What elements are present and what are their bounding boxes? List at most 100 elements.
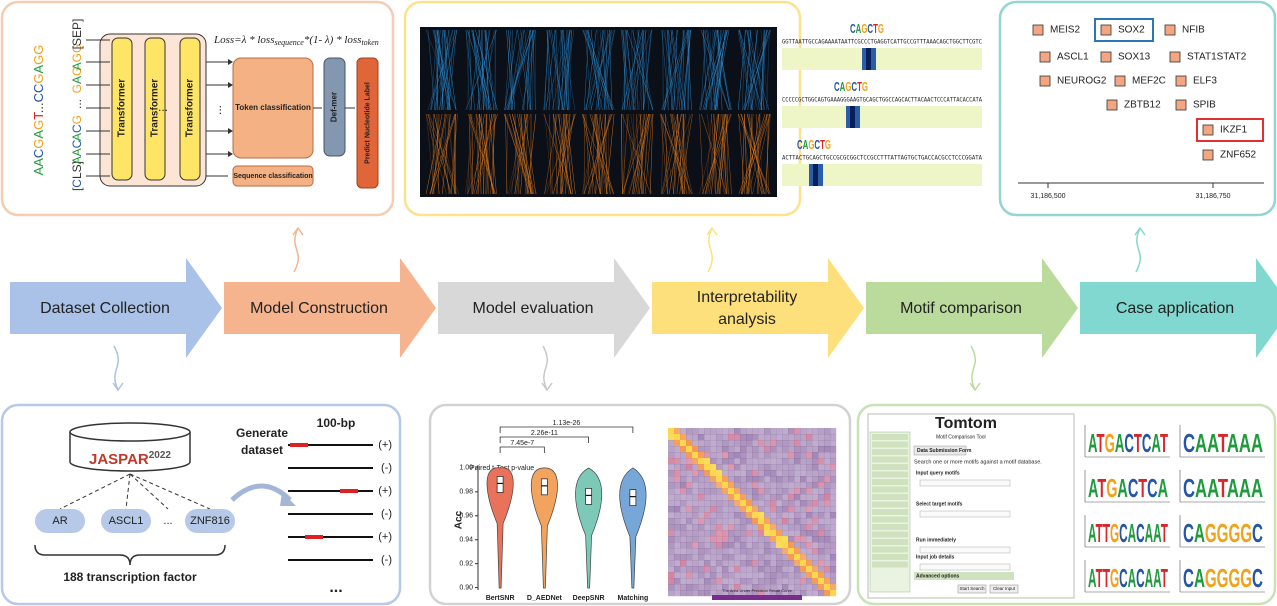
heat-cell bbox=[758, 524, 764, 530]
form-section: Run immediately bbox=[916, 537, 956, 543]
box bbox=[630, 490, 636, 506]
heat-cell bbox=[812, 446, 818, 452]
heat-cell bbox=[758, 566, 764, 572]
heat-cell bbox=[806, 554, 812, 560]
heat-cell bbox=[698, 572, 704, 578]
heat-cell bbox=[818, 536, 824, 542]
heat-cell bbox=[680, 476, 686, 482]
gene-marker bbox=[1040, 76, 1050, 86]
heat-cell bbox=[710, 506, 716, 512]
heat-cell bbox=[716, 434, 722, 440]
gene-marker bbox=[1115, 76, 1125, 86]
heat-cell bbox=[818, 452, 824, 458]
heat-cell bbox=[800, 446, 806, 452]
heat-cell bbox=[674, 554, 680, 560]
heat-cell bbox=[674, 566, 680, 572]
generate-label: dataset bbox=[241, 443, 283, 457]
heat-cell bbox=[704, 506, 710, 512]
heat-cell bbox=[788, 560, 794, 566]
heat-cell bbox=[776, 458, 782, 464]
heat-cell bbox=[722, 560, 728, 566]
heat-cell bbox=[764, 530, 770, 536]
heat-cell bbox=[686, 572, 692, 578]
sidebar-item bbox=[872, 472, 908, 478]
heat-cell bbox=[764, 542, 770, 548]
heat-cell bbox=[788, 482, 794, 488]
heat-cell bbox=[806, 548, 812, 554]
heat-cell bbox=[728, 524, 734, 530]
heat-cell bbox=[734, 512, 740, 518]
heat-cell bbox=[734, 428, 740, 434]
heat-cell bbox=[776, 566, 782, 572]
heat-cell bbox=[692, 524, 698, 530]
heat-cell bbox=[818, 518, 824, 524]
heat-cell bbox=[752, 500, 758, 506]
heat-cell bbox=[812, 524, 818, 530]
heat-cell bbox=[710, 536, 716, 542]
heat-cell bbox=[728, 500, 734, 506]
heat-cell bbox=[794, 566, 800, 572]
heat-cell bbox=[698, 590, 704, 596]
saliency-strip bbox=[782, 48, 982, 70]
heat-cell bbox=[680, 464, 686, 470]
motif-logo: CAGCTG bbox=[797, 137, 831, 152]
heat-cell bbox=[794, 548, 800, 554]
gene-name: ELF3 bbox=[1193, 76, 1217, 87]
heat-cell bbox=[824, 446, 830, 452]
loss-part: token bbox=[361, 38, 378, 47]
heat-cell bbox=[668, 590, 674, 596]
heat-cell bbox=[710, 464, 716, 470]
heat-cell bbox=[698, 506, 704, 512]
heat-cell bbox=[824, 518, 830, 524]
heat-cell bbox=[716, 464, 722, 470]
heat-cell bbox=[716, 500, 722, 506]
heat-cell bbox=[668, 512, 674, 518]
heat-cell bbox=[716, 506, 722, 512]
heat-cell bbox=[812, 584, 818, 590]
heat-cell bbox=[698, 578, 704, 584]
gene-name: SOX2 bbox=[1118, 25, 1145, 36]
heat-cell bbox=[818, 590, 824, 596]
heat-cell bbox=[794, 488, 800, 494]
heat-cell bbox=[800, 584, 806, 590]
heat-cell bbox=[752, 506, 758, 512]
heat-cell bbox=[722, 506, 728, 512]
heat-cell bbox=[722, 494, 728, 500]
heat-cell bbox=[698, 482, 704, 488]
heat-cell bbox=[722, 536, 728, 542]
heat-cell bbox=[740, 488, 746, 494]
heat-cell bbox=[704, 512, 710, 518]
heat-cell bbox=[740, 506, 746, 512]
heat-cell bbox=[794, 470, 800, 476]
heat-cell bbox=[812, 560, 818, 566]
heat-cell bbox=[704, 470, 710, 476]
heat-cell bbox=[722, 554, 728, 560]
heat-cell bbox=[686, 452, 692, 458]
connector bbox=[971, 346, 975, 390]
heat-cell bbox=[686, 554, 692, 560]
heat-cell bbox=[698, 524, 704, 530]
heat-cell bbox=[818, 488, 824, 494]
heat-cell bbox=[668, 488, 674, 494]
heat-cell bbox=[740, 452, 746, 458]
heat-cell bbox=[680, 446, 686, 452]
heat-cell bbox=[704, 482, 710, 488]
heat-cell bbox=[758, 542, 764, 548]
heat-cell bbox=[776, 428, 782, 434]
heat-cell bbox=[680, 482, 686, 488]
heat-cell bbox=[806, 584, 812, 590]
length-label: 100-bp bbox=[317, 416, 356, 430]
heat-cell bbox=[752, 554, 758, 560]
heat-cell bbox=[668, 434, 674, 440]
heat-cell bbox=[812, 440, 818, 446]
heat-cell bbox=[764, 470, 770, 476]
heat-cell bbox=[680, 560, 686, 566]
sequence-text: CCCCCGCTGGCAGTGAAAGGGAAGTGCAGCTGGCCAGCAC… bbox=[782, 97, 982, 104]
heat-cell bbox=[782, 548, 788, 554]
y-tick-label: 0.90 bbox=[459, 584, 473, 591]
loss-part: sequence bbox=[274, 38, 304, 47]
heat-cell bbox=[830, 530, 836, 536]
heat-cell bbox=[722, 482, 728, 488]
gene-marker bbox=[1203, 150, 1213, 160]
heat-cell bbox=[758, 458, 764, 464]
